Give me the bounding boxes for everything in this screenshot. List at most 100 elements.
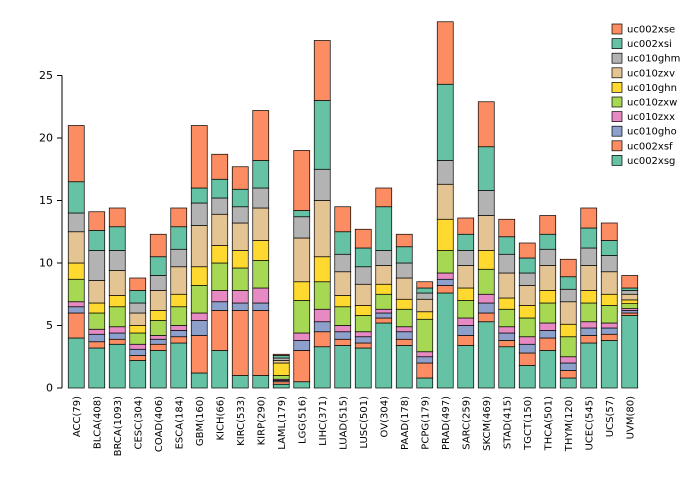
bar-segment-uc010zxv (580, 265, 598, 291)
bar-segment-uc010ghm (313, 168, 331, 201)
bar-segment-uc010zxw (457, 300, 475, 319)
x-tick-label: LAML(179) (277, 396, 288, 450)
bar-BLCA(408) (88, 211, 106, 389)
bar-segment-uc010gho (559, 362, 577, 371)
bar-LUSC(501) (354, 228, 372, 389)
bar-segment-uc002xsg (436, 292, 454, 389)
bar-segment-uc010zxw (580, 302, 598, 323)
bar-segment-uc002xsg (559, 377, 577, 389)
bar-segment-uc002xse (375, 187, 393, 208)
x-tick-label: COAD(406) (154, 396, 165, 452)
bar-segment-uc002xsg (416, 377, 434, 389)
bar-segment-uc002xsg (67, 337, 85, 389)
bar-segment-uc010ghm (559, 288, 577, 303)
bar-segment-uc010gho (580, 327, 598, 336)
bar-segment-uc002xse (252, 110, 270, 161)
bar-segment-uc002xsi (477, 146, 495, 191)
bar-segment-uc010zxw (88, 312, 106, 330)
bar-segment-uc010ghn (375, 283, 393, 295)
bar-segment-uc010zxx (170, 325, 188, 331)
x-tick-label: CESC(304) (133, 396, 144, 450)
bar-segment-uc002xsi (436, 83, 454, 161)
bar-segment-uc002xsg (518, 365, 536, 389)
bar-segment-uc010zxx (416, 351, 434, 358)
bar-UCS(57) (600, 222, 618, 389)
bar-COAD(406) (149, 233, 167, 389)
bar-segment-uc002xse (211, 153, 229, 180)
bar-SARC(259) (457, 217, 475, 389)
bar-segment-uc010zxv (211, 213, 229, 246)
bar-segment-uc010zxw (539, 302, 557, 324)
bar-segment-uc002xsi (149, 256, 167, 276)
bar-segment-uc002xse (129, 277, 147, 291)
bar-LGG(516) (293, 150, 311, 389)
bar-segment-uc002xse (272, 353, 290, 356)
bar-segment-uc002xsi (354, 247, 372, 268)
legend-swatch-uc010gho (611, 125, 623, 137)
bar-segment-uc002xsi (231, 188, 249, 208)
bar-segment-uc010ghn (477, 250, 495, 270)
bar-segment-uc002xsg (293, 381, 311, 389)
bar-segment-uc010ghm (518, 272, 536, 286)
bar-segment-uc010gho (231, 302, 249, 311)
bar-segment-uc010gho (416, 356, 434, 364)
bar-PRAD(497) (436, 21, 454, 389)
x-tick-label: PCPG(179) (420, 396, 431, 450)
bar-segment-uc010ghm (375, 250, 393, 266)
bar-segment-uc010ghm (580, 247, 598, 266)
bar-segment-uc002xsg (621, 315, 639, 389)
bar-segment-uc010zxw (108, 306, 126, 328)
bar-segment-uc010gho (67, 306, 85, 314)
bar-segment-uc010zxx (108, 326, 126, 334)
bar-segment-uc002xsi (621, 287, 639, 291)
bar-segment-uc010gho (436, 278, 454, 286)
bar-segment-uc010ghn (334, 295, 352, 308)
bar-segment-uc010zxv (621, 293, 639, 301)
bar-segment-uc010zxv (600, 271, 618, 295)
bar-UVM(80) (621, 275, 639, 389)
bar-segment-uc010zxw (211, 262, 229, 291)
bar-segment-uc002xse (518, 242, 536, 259)
bar-segment-uc002xsf (600, 333, 618, 341)
bar-segment-uc002xsi (211, 178, 229, 199)
bar-segment-uc002xsf (580, 335, 598, 344)
bar-segment-uc010gho (375, 312, 393, 319)
bar-segment-uc002xsi (498, 236, 516, 255)
bar-segment-uc010gho (334, 331, 352, 340)
bar-segment-uc010zxv (231, 222, 249, 251)
bar-segment-uc010zxw (395, 308, 413, 328)
legend-swatch-uc002xse (611, 23, 623, 35)
x-tick-label: PRAD(497) (441, 396, 452, 450)
bar-segment-uc010ghm (67, 212, 85, 233)
bar-segment-uc010ghm (211, 197, 229, 215)
bar-segment-uc010gho (252, 302, 270, 311)
bar-segment-uc010ghn (88, 302, 106, 314)
bar-KICH(66) (211, 153, 229, 389)
bar-segment-uc010zxw (436, 250, 454, 274)
bar-segment-uc010zxv (272, 360, 290, 364)
bar-segment-uc010ghn (170, 293, 188, 308)
legend-label-uc002xsi: uc002xsi (627, 39, 672, 50)
bar-UCEC(545) (580, 207, 598, 389)
bar-segment-uc010zxw (518, 317, 536, 338)
bar-segment-uc010ghm (231, 206, 249, 224)
bar-PAAD(178) (395, 233, 413, 389)
x-tick-label: BLCA(408) (92, 396, 103, 449)
bar-segment-uc010gho (518, 343, 536, 354)
bar-segment-uc010zxx (559, 356, 577, 364)
bar-segment-uc010zxw (600, 305, 618, 324)
bar-segment-uc010gho (457, 325, 475, 336)
bar-segment-uc010zxx (580, 321, 598, 329)
bar-PCPG(179) (416, 281, 434, 389)
bar-segment-uc010ghn (498, 297, 516, 310)
bar-segment-uc002xsf (108, 338, 126, 345)
bar-segment-uc002xsi (395, 246, 413, 264)
bar-segment-uc010ghn (272, 362, 290, 376)
bar-segment-uc010gho (477, 302, 495, 314)
legend-label-uc010gho: uc010gho (627, 127, 677, 138)
bar-segment-uc002xsi (559, 276, 577, 290)
bar-segment-uc010gho (354, 336, 372, 344)
x-tick-label: THCA(501) (543, 396, 554, 451)
bar-LUAD(515) (334, 206, 352, 389)
